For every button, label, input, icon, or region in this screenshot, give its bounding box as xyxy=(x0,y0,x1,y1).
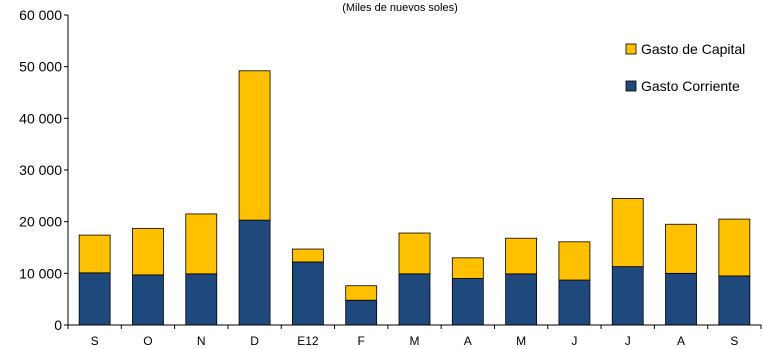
legend-swatch-gasto-de-capital xyxy=(625,43,637,55)
x-tick-label: J xyxy=(625,334,631,348)
bar-gasto-corriente xyxy=(185,273,218,326)
bar-gasto-de-capital xyxy=(185,213,218,275)
y-tick-label: 60 000 xyxy=(19,7,62,23)
x-axis: S O N D E12 F M A M J J A S xyxy=(67,324,762,348)
x-tick-label: S xyxy=(91,334,99,348)
legend-swatch-gasto-corriente xyxy=(625,80,637,92)
bar-gasto-de-capital xyxy=(345,285,378,301)
x-tick-label: J xyxy=(571,334,577,348)
bar-gasto-corriente xyxy=(238,219,271,326)
bar-gasto-de-capital xyxy=(665,223,697,274)
x-tick-label: F xyxy=(358,334,365,348)
bar-gasto-corriente xyxy=(345,299,378,326)
x-tick-label: M xyxy=(516,334,526,348)
bar-gasto-corriente xyxy=(78,272,111,326)
bar-gasto-de-capital xyxy=(238,70,271,221)
y-tick-label: 0 xyxy=(54,317,62,333)
bars xyxy=(78,70,751,326)
bar-gasto-corriente xyxy=(611,266,644,326)
bar-gasto-corriente xyxy=(505,273,538,326)
y-tick-label: 50 000 xyxy=(19,59,62,75)
x-tick-label: O xyxy=(143,334,152,348)
bar-gasto-corriente xyxy=(398,273,431,326)
y-tick-label: 40 000 xyxy=(19,110,62,126)
y-tick-label: 10 000 xyxy=(19,265,62,281)
chart-subtitle: (Miles de nuevos soles) xyxy=(342,2,458,14)
legend-label-gasto-corriente: Gasto Corriente xyxy=(641,78,740,94)
bar-gasto-de-capital xyxy=(291,248,324,263)
bar-gasto-de-capital xyxy=(718,218,751,277)
bar-gasto-corriente xyxy=(451,278,484,326)
x-tick-label: D xyxy=(250,334,259,348)
y-tick-label: 20 000 xyxy=(19,214,62,230)
bar-gasto-de-capital xyxy=(451,257,484,279)
bar-gasto-corriente xyxy=(558,279,591,326)
x-tick-label: A xyxy=(677,334,685,348)
legend-label-gasto-de-capital: Gasto de Capital xyxy=(641,41,745,57)
bar-gasto-corriente xyxy=(291,261,324,326)
bar-gasto-corriente xyxy=(132,274,164,326)
bar-gasto-de-capital xyxy=(611,198,644,268)
y-axis: 0 10 000 20 000 30 000 40 000 50 000 60 000 xyxy=(19,7,69,333)
legend: Gasto de Capital Gasto Corriente xyxy=(625,41,745,94)
y-tick-label: 30 000 xyxy=(19,162,62,178)
bar-gasto-de-capital xyxy=(132,227,164,276)
bar-gasto-de-capital xyxy=(78,234,111,274)
bar-gasto-de-capital xyxy=(505,237,538,275)
bar-gasto-de-capital xyxy=(558,241,591,281)
x-tick-label: E12 xyxy=(297,334,319,348)
x-tick-label: A xyxy=(464,334,472,348)
bar-gasto-de-capital xyxy=(398,232,431,275)
bar-gasto-corriente xyxy=(665,272,697,326)
bar-gasto-corriente xyxy=(718,275,751,326)
x-tick-label: M xyxy=(410,334,420,348)
x-tick-label: N xyxy=(197,334,206,348)
x-tick-label: S xyxy=(730,334,738,348)
